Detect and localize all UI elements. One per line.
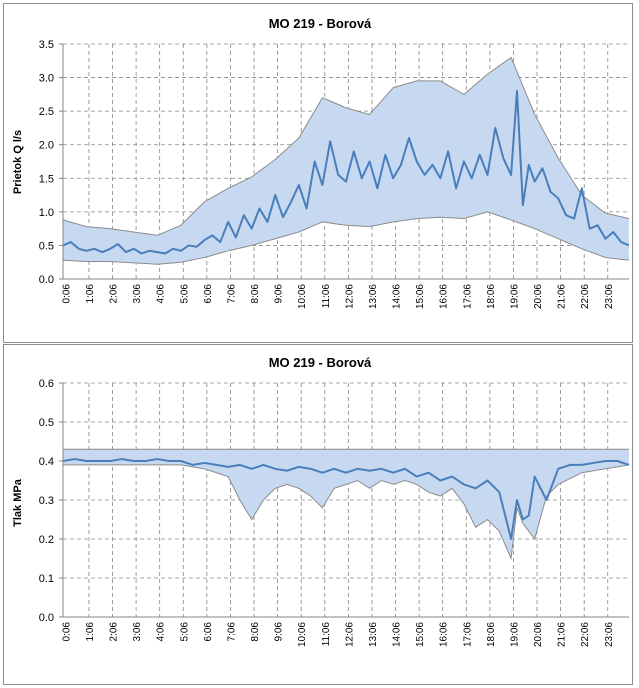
flow-x-tick-label: 5:06 bbox=[179, 284, 190, 304]
flow-x-tick-label: 2:06 bbox=[109, 284, 120, 304]
flow-y-tick-label: 0.5 bbox=[39, 240, 54, 252]
pressure-x-tick-label: 7:06 bbox=[226, 622, 237, 642]
flow-x-tick-label: 10:06 bbox=[297, 284, 308, 309]
flow-x-tick-label: 19:06 bbox=[509, 284, 520, 309]
flow-x-tick-label: 3:06 bbox=[132, 284, 143, 304]
pressure-x-tick-label: 10:06 bbox=[297, 622, 308, 647]
flow-y-tick-label: 2.5 bbox=[39, 106, 54, 118]
flow-x-tick-label: 9:06 bbox=[274, 284, 285, 304]
flow-x-tick-label: 11:06 bbox=[321, 284, 332, 309]
pressure-x-tick-label: 17:06 bbox=[462, 622, 473, 647]
pressure-x-tick-label: 14:06 bbox=[392, 622, 403, 647]
pressure-plot-area: 0.0 0.1 0.2 0.3 0.4 0.5 0.6 0:06 1:06 2:06 3:06 4:0… bbox=[39, 378, 630, 647]
pressure-x-tick-label: 5:06 bbox=[179, 622, 190, 642]
pressure-x-tick-label: 19:06 bbox=[509, 622, 520, 647]
pressure-x-tick-label: 9:06 bbox=[274, 622, 285, 642]
flow-chart-title: MO 219 - Borová bbox=[269, 16, 372, 31]
flow-value-line bbox=[62, 90, 630, 255]
flow-x-tick-label: 22:06 bbox=[580, 284, 591, 309]
flow-min-edge-line bbox=[62, 211, 630, 265]
pressure-x-tick-label: 8:06 bbox=[250, 622, 261, 642]
pressure-x-tick-label: 11:06 bbox=[321, 622, 332, 647]
pressure-x-tick-label: 2:06 bbox=[109, 622, 120, 642]
flow-x-tick-label: 23:06 bbox=[604, 284, 615, 309]
pressure-y-tick-label: 0.6 bbox=[39, 378, 54, 390]
pressure-x-tick-label: 21:06 bbox=[557, 622, 568, 647]
flow-min-max-band bbox=[63, 57, 629, 265]
flow-x-tick-label: 7:06 bbox=[226, 284, 237, 304]
pressure-x-tick-label: 23:06 bbox=[604, 622, 615, 647]
pressure-x-tick-label: 12:06 bbox=[344, 622, 355, 647]
flow-y-axis-label: Prietok Q l/s bbox=[12, 130, 24, 194]
pressure-x-tick-label: 18:06 bbox=[486, 622, 497, 647]
pressure-y-tick-label: 0.4 bbox=[39, 456, 54, 468]
pressure-x-tick-label: 3:06 bbox=[132, 622, 143, 642]
pressure-y-tick-label: 0.3 bbox=[39, 495, 54, 507]
flow-x-tick-label: 17:06 bbox=[462, 284, 473, 309]
flow-x-tick-label: 0:06 bbox=[61, 284, 72, 304]
flow-plot-area: 0.0 0.5 1.0 1.5 2.0 2.5 3.0 3.5 0:06 1:06 2:06 3:06… bbox=[39, 39, 630, 309]
pressure-x-tick-label: 13:06 bbox=[368, 622, 379, 647]
flow-y-tick-label: 3.0 bbox=[39, 73, 54, 85]
pressure-x-tick-label: 15:06 bbox=[415, 622, 426, 647]
pressure-chart: MO 219 - Borová Tlak MPa 0.0 0.1 0.2 0.3 0.4… bbox=[12, 355, 630, 647]
flow-x-tick-label: 6:06 bbox=[203, 284, 214, 304]
pressure-value-line bbox=[62, 458, 630, 540]
flow-max-edge-line bbox=[62, 56, 630, 236]
flow-chart: MO 219 - Borová Prietok Q l/s 0.0 0.5 1.0 1… bbox=[12, 16, 630, 309]
pressure-x-tick-label: 4:06 bbox=[156, 622, 167, 642]
flow-x-tick-label: 4:06 bbox=[156, 284, 167, 304]
pressure-x-tick-label: 16:06 bbox=[439, 622, 450, 647]
flow-y-tick-label: 1.0 bbox=[39, 207, 54, 219]
flow-x-tick-label: 21:06 bbox=[557, 284, 568, 309]
pressure-y-axis-label: Tlak MPa bbox=[12, 478, 24, 527]
pressure-chart-title: MO 219 - Borová bbox=[269, 355, 372, 370]
pressure-y-tick-label: 0.2 bbox=[39, 534, 54, 546]
pressure-min-edge-line bbox=[63, 464, 630, 561]
flow-chart-panel: MO 219 - Borová Prietok Q l/s 0.0 0.5 1.0 1… bbox=[3, 3, 633, 343]
flow-x-tick-label: 12:06 bbox=[344, 284, 355, 309]
flow-y-tick-label: 1.5 bbox=[39, 173, 54, 185]
flow-x-tick-label: 13:06 bbox=[368, 284, 379, 309]
pressure-x-tick-label: 6:06 bbox=[203, 622, 214, 642]
pressure-x-tick-label: 1:06 bbox=[85, 622, 96, 642]
pressure-min-max-band bbox=[63, 449, 629, 559]
pressure-x-tick-label: 0:06 bbox=[61, 622, 72, 642]
pressure-y-tick-label: 0.1 bbox=[39, 573, 54, 585]
flow-y-tick-label: 3.5 bbox=[39, 39, 54, 51]
flow-x-tick-label: 16:06 bbox=[439, 284, 450, 309]
flow-y-tick-label: 2.0 bbox=[39, 140, 54, 152]
flow-x-tick-label: 15:06 bbox=[415, 284, 426, 309]
flow-x-tick-label: 8:06 bbox=[250, 284, 261, 304]
flow-y-tick-label: 0.0 bbox=[39, 274, 54, 286]
pressure-x-tick-label: 22:06 bbox=[580, 622, 591, 647]
pressure-chart-panel: MO 219 - Borová Tlak MPa 0.0 0.1 0.2 0.3 0.4… bbox=[3, 344, 633, 685]
flow-x-tick-label: 18:06 bbox=[486, 284, 497, 309]
pressure-x-tick-label: 20:06 bbox=[533, 622, 544, 647]
flow-x-tick-label: 1:06 bbox=[85, 284, 96, 304]
flow-x-tick-label: 20:06 bbox=[533, 284, 544, 309]
pressure-y-tick-label: 0.0 bbox=[39, 612, 54, 624]
pressure-y-tick-label: 0.5 bbox=[39, 417, 54, 429]
flow-x-tick-label: 14:06 bbox=[392, 284, 403, 309]
